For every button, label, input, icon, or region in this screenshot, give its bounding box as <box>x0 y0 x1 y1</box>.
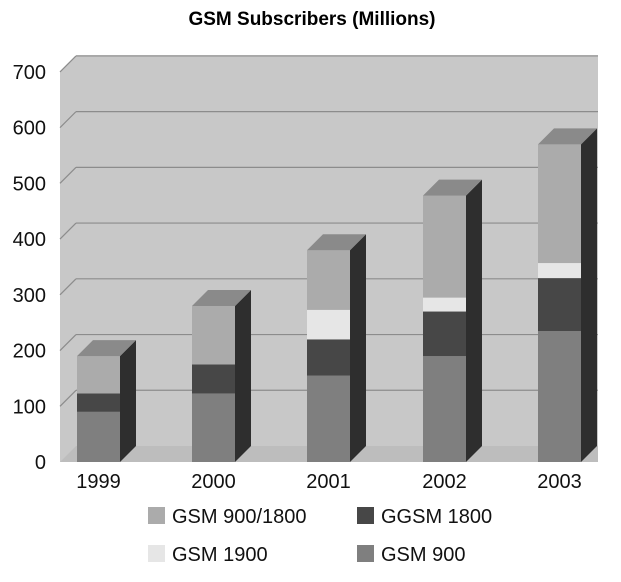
x-axis-ticks: 1999 2000 2001 2002 2003 <box>76 471 582 493</box>
x-tick-label-1999: 1999 <box>76 471 121 493</box>
x-tick-label-2003: 2003 <box>537 471 582 493</box>
bar-1999-ggsm-1800 <box>77 393 120 412</box>
bar-top-2003 <box>538 128 597 145</box>
y-tick-label-500: 500 <box>13 173 46 195</box>
gridline-600-depth <box>59 111 77 129</box>
legend-label-gsm-1900: GSM 1900 <box>172 544 268 566</box>
y-tick-label-100: 100 <box>13 396 46 418</box>
bar-top-2001 <box>307 234 366 251</box>
bar-1999-gsm-900 <box>77 411 120 462</box>
gridline-700-depth <box>59 55 77 73</box>
bar-side-1999 <box>120 340 136 462</box>
bar-2000-gsm-900-1800 <box>192 305 235 365</box>
bar-2002-gsm-900 <box>423 356 466 462</box>
bar-2003-ggsm-1800 <box>538 278 581 332</box>
bar-2002-gsm-1900 <box>423 297 466 312</box>
bar-1999-gsm-900-1800 <box>77 356 120 394</box>
bar-side-2001 <box>350 234 366 462</box>
y-tick-label-400: 400 <box>13 229 46 251</box>
bar-2002-gsm-900-1800 <box>423 195 466 298</box>
y-tick-label-700: 700 <box>13 62 46 84</box>
bar-side-2002 <box>466 179 482 462</box>
legend-swatch-gsm-900 <box>357 545 374 562</box>
bar-2000-ggsm-1800 <box>192 364 235 394</box>
legend-swatch-ggsm-1800 <box>357 507 374 524</box>
bar-2000-gsm-900 <box>192 393 235 462</box>
gridline-400-depth <box>59 222 77 240</box>
chart-title: GSM Subscribers (Millions) <box>188 9 435 30</box>
y-tick-label-300: 300 <box>13 285 46 307</box>
bar-2001-ggsm-1800 <box>307 339 350 376</box>
y-tick-label-600: 600 <box>13 118 46 140</box>
legend-swatch-gsm-900-1800 <box>148 507 165 524</box>
bar-side-2003 <box>581 128 597 463</box>
gridline-500-depth <box>59 166 77 184</box>
bar-top-2002 <box>423 179 482 196</box>
bar-top-1999 <box>77 340 136 357</box>
y-tick-label-0: 0 <box>35 452 46 474</box>
legend-label-ggsm-1800: GGSM 1800 <box>381 506 492 528</box>
bar-2001-gsm-1900 <box>307 309 350 340</box>
bar-top-2000 <box>192 289 251 306</box>
bar-2003-gsm-900 <box>538 331 581 462</box>
x-tick-label-2001: 2001 <box>306 471 351 493</box>
bar-2002-ggsm-1800 <box>423 311 466 357</box>
bar-2003-gsm-900-1800 <box>538 144 581 264</box>
legend-label-gsm-900-1800: GSM 900/1800 <box>172 506 307 528</box>
legend-label-gsm-900: GSM 900 <box>381 544 465 566</box>
legend-swatch-gsm-1900 <box>148 545 165 562</box>
y-axis-ticks: 0 100 200 300 400 500 600 700 <box>13 62 46 474</box>
bar-2003-gsm-1900 <box>538 263 581 279</box>
y-tick-label-200: 200 <box>13 341 46 363</box>
bar-side-2000 <box>235 289 251 462</box>
gridline-300-depth <box>59 278 77 296</box>
gridline-100-depth <box>59 389 77 407</box>
gridline-200-depth <box>59 334 77 351</box>
x-tick-label-2002: 2002 <box>422 471 467 493</box>
bar-2001-gsm-900-1800 <box>307 250 350 310</box>
x-tick-label-2000: 2000 <box>191 471 236 493</box>
legend: GSM 900/1800 GGSM 1800 GSM 1900 GSM 900 <box>148 506 492 566</box>
bars <box>77 128 597 463</box>
bar-2001-gsm-900 <box>307 375 350 462</box>
